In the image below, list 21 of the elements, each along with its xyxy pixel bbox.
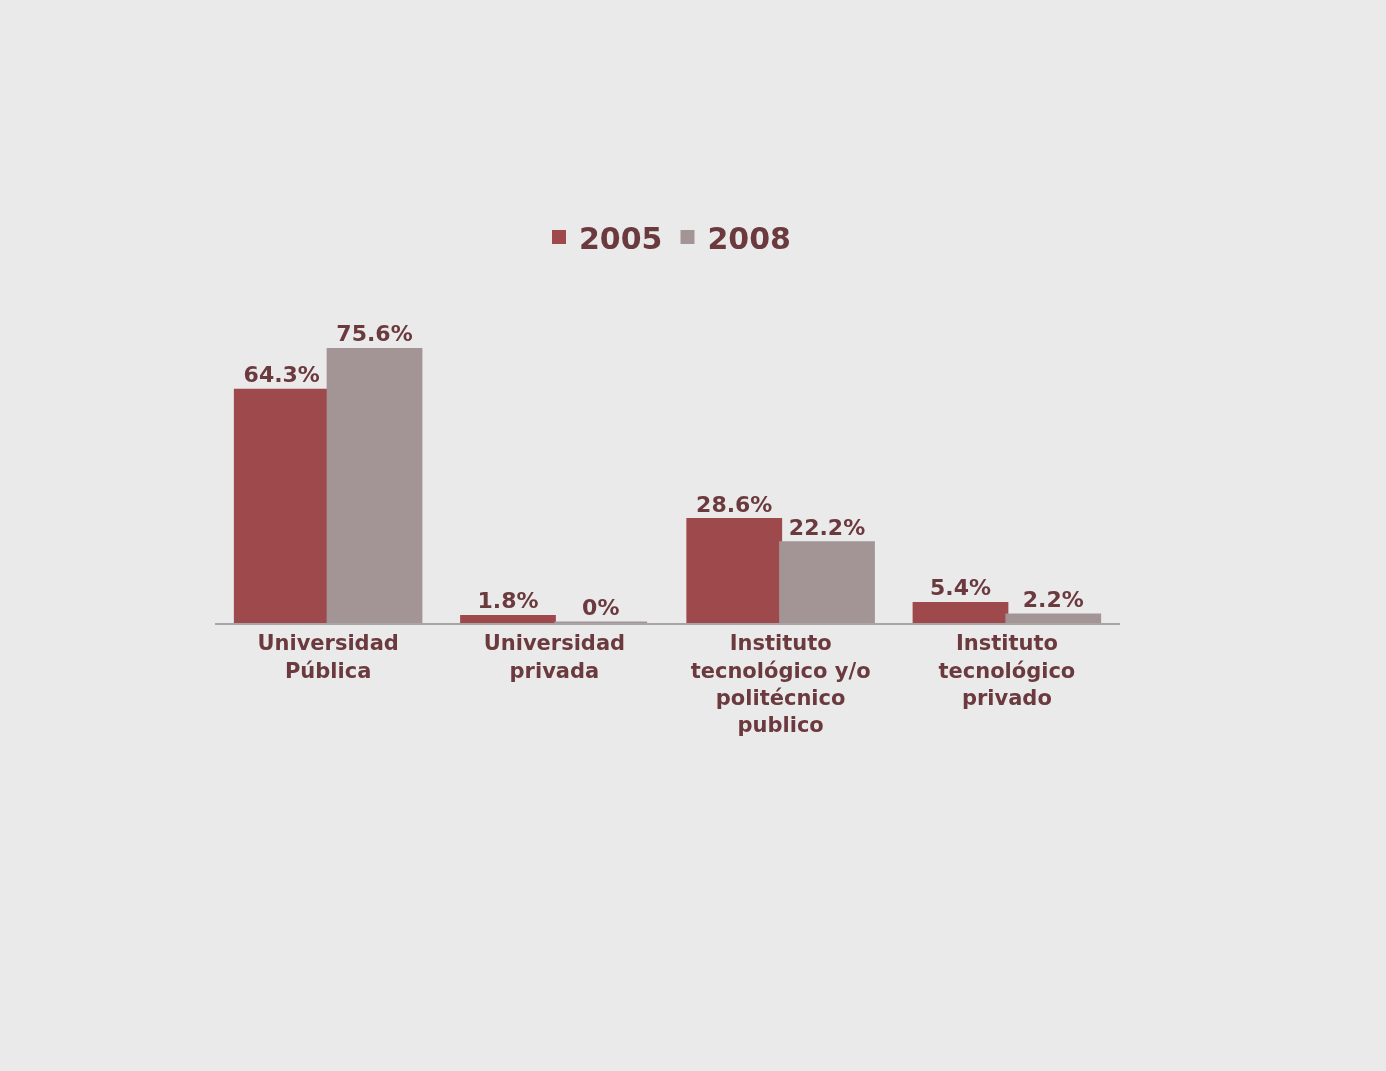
data-label: 28.6%	[696, 491, 773, 517]
data-label: 64.3%	[243, 362, 320, 388]
x-tick-label: Instituto tecnológico y/o politécnico publico	[690, 631, 871, 738]
legend-label: 2005	[579, 220, 663, 256]
x-tick-label: Universidad Pública	[257, 631, 399, 683]
x-tick-label: Universidad privada	[483, 631, 626, 683]
data-label: 5.4%	[929, 575, 991, 601]
bar	[326, 347, 423, 623]
bar	[779, 541, 875, 623]
bar	[1005, 613, 1102, 623]
x-tick-label: Instituto tecnológico privado	[938, 631, 1076, 710]
data-label: 0%	[582, 595, 620, 620]
data-label: 22.2%	[788, 514, 866, 540]
bar	[686, 518, 783, 623]
data-label: 2.2%	[1022, 587, 1084, 613]
data-label: 1.8%	[477, 588, 539, 614]
data-label: 75.6%	[336, 321, 413, 347]
bar	[233, 388, 330, 623]
legend-label: 2008	[707, 220, 791, 256]
bar	[912, 601, 1009, 623]
bar	[460, 614, 556, 623]
